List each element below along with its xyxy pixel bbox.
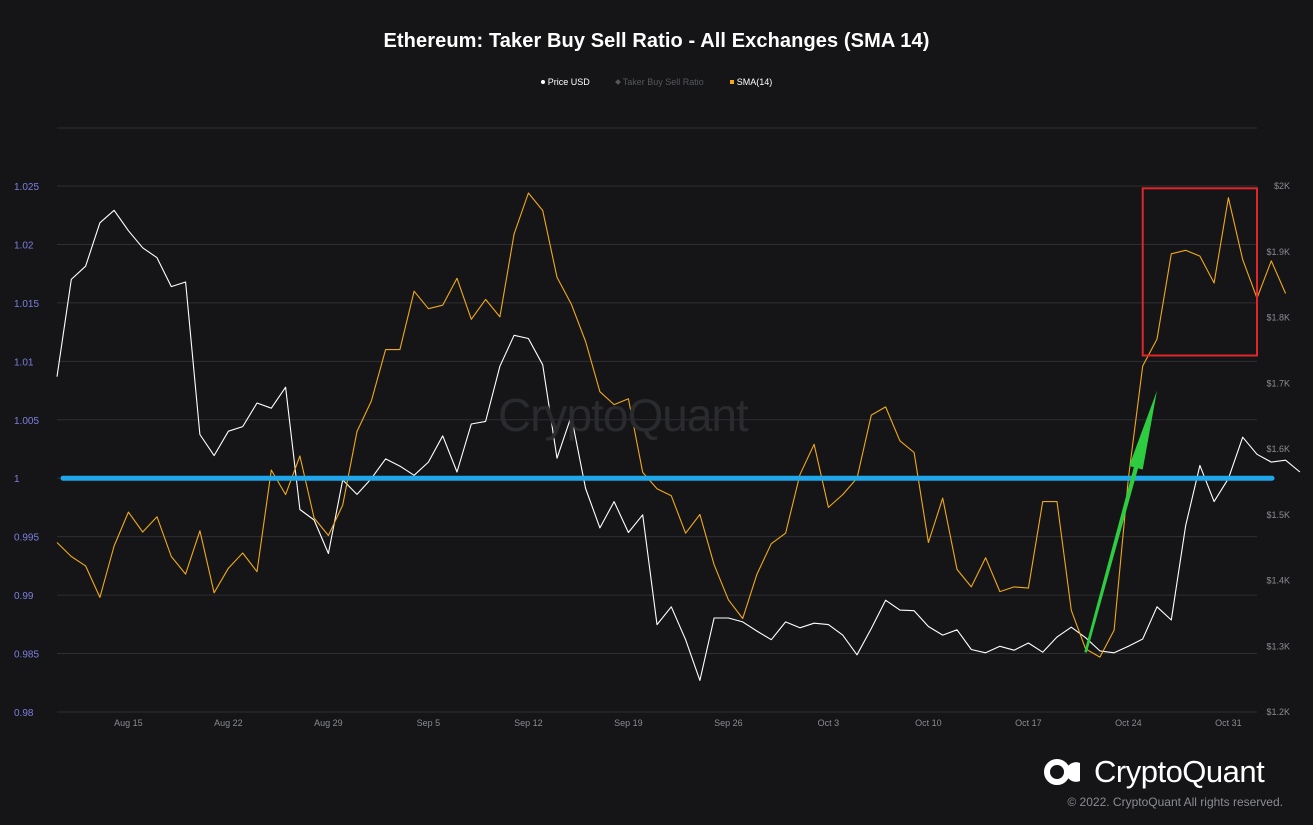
x-tick-label: Oct 10 [915, 718, 942, 728]
legend-item-taker-ratio[interactable]: Taker Buy Sell Ratio [614, 77, 704, 87]
y-right-tick-label: $1.6K [1266, 444, 1290, 454]
axis-layer: 0.98 0.985 0.99 0.995 1 1.005 1.01 1.015 1.02 1.0… [14, 181, 1290, 728]
y-right-tick-label: $2K [1274, 181, 1290, 191]
y-right-tick-label: $1.5K [1266, 510, 1290, 520]
x-tick-label: Oct 31 [1215, 718, 1242, 728]
legend-item-price[interactable]: Price USD [540, 77, 590, 87]
x-tick-label: Sep 19 [614, 718, 643, 728]
square-marker-icon [729, 80, 734, 84]
watermark: CryptoQuant [498, 389, 749, 441]
copyright: © 2022. CryptoQuant All rights reserved. [1067, 795, 1283, 809]
legend-item-sma[interactable]: SMA(14) [729, 77, 773, 87]
legend-label-sma: SMA(14) [736, 77, 773, 87]
brand-name: CryptoQuant [1094, 754, 1265, 789]
x-tick-label: Aug 22 [214, 718, 243, 728]
x-tick-label: Sep 12 [514, 718, 543, 728]
x-tick-label: Aug 29 [314, 718, 343, 728]
y-left-tick-label: 0.985 [14, 650, 39, 661]
x-tick-label: Sep 5 [417, 718, 441, 728]
sma-line [56, 192, 1287, 658]
y-left-tick-label: 0.995 [14, 533, 39, 544]
x-tick-label: Oct 24 [1115, 718, 1142, 728]
arrow-annotation [1084, 390, 1157, 653]
y-left-tick-label: 1.01 [14, 357, 34, 368]
legend-label-price: Price USD [547, 77, 590, 87]
y-right-tick-label: $1.7K [1266, 378, 1290, 388]
legend-label-taker-ratio: Taker Buy Sell Ratio [622, 77, 704, 87]
price-line [56, 209, 1301, 681]
x-tick-label: Aug 15 [114, 718, 143, 728]
y-left-tick-label: 1.025 [14, 182, 39, 193]
annotation-layer [60, 187, 1275, 653]
y-right-tick-label: $1.2K [1266, 707, 1290, 717]
x-tick-label: Sep 26 [714, 718, 743, 728]
x-tick-label: Oct 3 [818, 718, 840, 728]
brand-logo: CryptoQuant [1044, 754, 1265, 790]
y-left-tick-label: 0.98 [14, 708, 34, 719]
y-left-tick-label: 1.005 [14, 416, 39, 427]
y-left-tick-label: 1.015 [14, 299, 39, 310]
legend: Price USD Taker Buy Sell Ratio SMA(14) [0, 77, 1313, 87]
y-right-tick-label: $1.8K [1266, 313, 1290, 323]
y-left-tick-label: 1.02 [14, 240, 34, 251]
chart-title: Ethereum: Taker Buy Sell Ratio - All Exc… [383, 30, 930, 52]
y-left-tick-label: 1 [14, 474, 20, 485]
circle-marker-icon [540, 80, 545, 84]
y-right-tick-label: $1.9K [1266, 247, 1290, 257]
grid-layer [57, 127, 1257, 713]
cryptoquant-logo-icon [1044, 759, 1080, 785]
series-layer [56, 192, 1301, 681]
highlight-box [1141, 187, 1258, 357]
y-right-tick-label: $1.4K [1266, 576, 1290, 586]
x-tick-label: Oct 17 [1015, 718, 1042, 728]
y-left-tick-label: 0.99 [14, 591, 34, 602]
y-right-tick-label: $1.3K [1266, 641, 1290, 651]
